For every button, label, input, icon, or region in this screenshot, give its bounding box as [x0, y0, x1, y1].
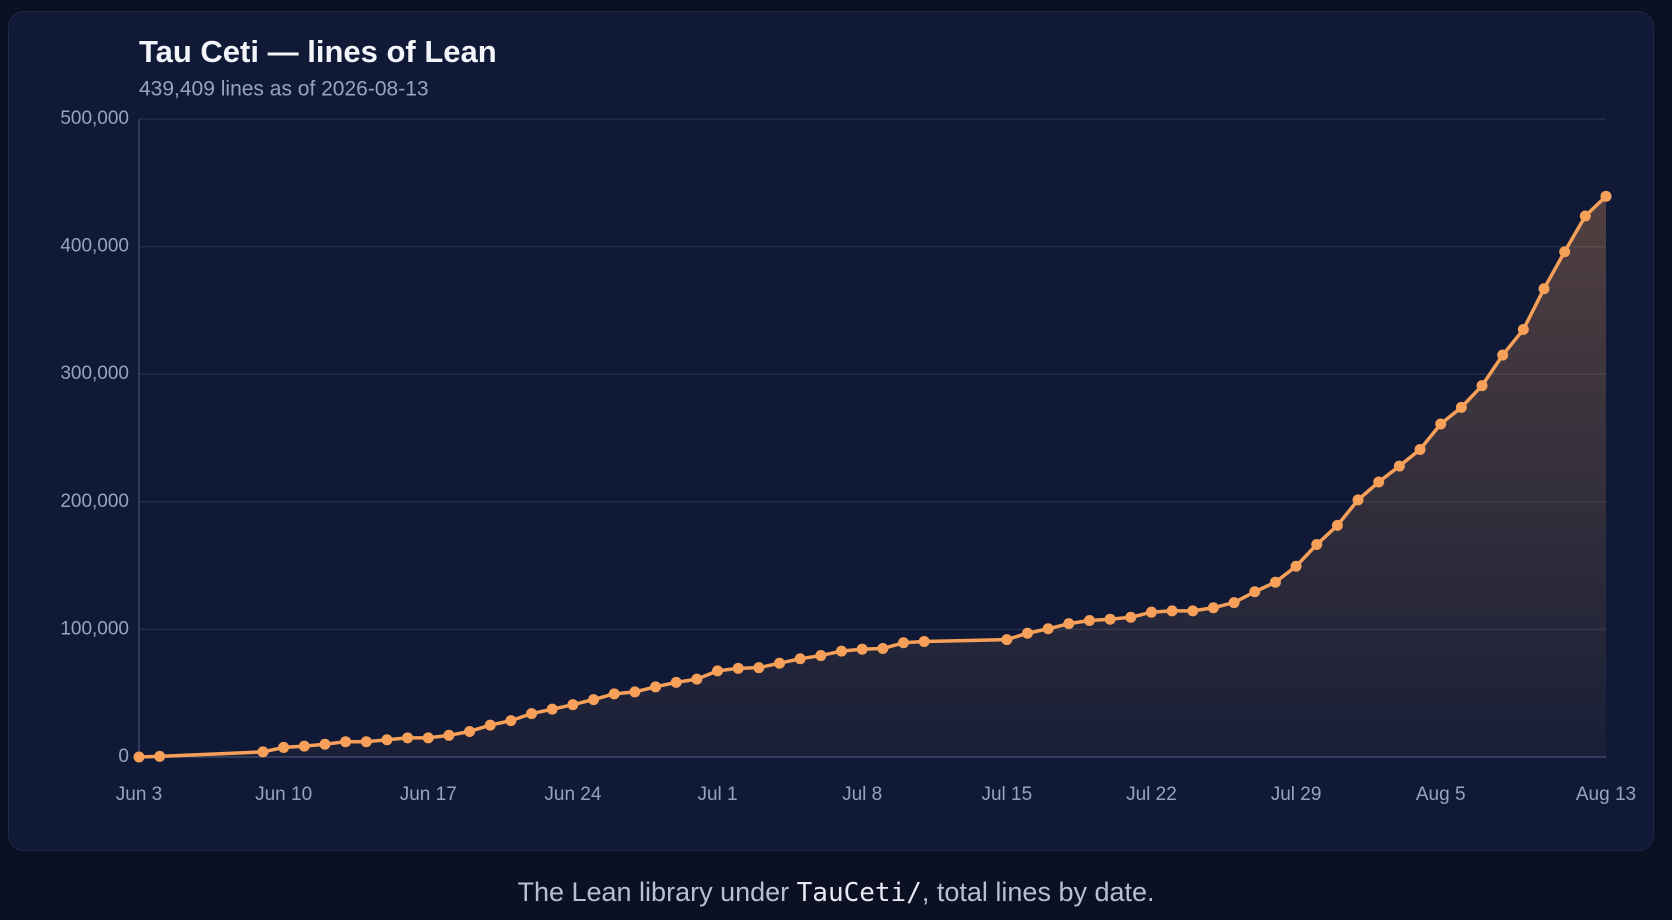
point	[670, 676, 682, 688]
point	[877, 643, 889, 655]
x-tick-label: Jul 1	[697, 784, 737, 805]
point	[154, 750, 166, 762]
point	[1455, 401, 1467, 413]
point	[133, 751, 145, 763]
y-tick-label: 0	[118, 746, 129, 767]
y-tick-label: 300,000	[60, 363, 129, 384]
point	[1207, 602, 1219, 614]
point	[629, 686, 641, 698]
point	[1187, 605, 1199, 617]
area	[139, 196, 1606, 758]
point	[340, 736, 352, 748]
caption-text: The Lean library under	[517, 877, 797, 907]
point	[918, 636, 930, 648]
point	[608, 688, 620, 700]
point	[815, 650, 827, 662]
point	[505, 715, 517, 727]
x-tick-label: Jul 22	[1126, 784, 1177, 805]
point	[1497, 349, 1509, 361]
point	[381, 734, 393, 746]
y-tick-label: 100,000	[60, 618, 129, 639]
point	[712, 665, 724, 677]
point	[443, 729, 455, 741]
point	[319, 738, 331, 750]
point	[1600, 190, 1612, 202]
point	[278, 741, 290, 753]
x-tick-label: Aug 13	[1576, 784, 1636, 805]
point	[732, 662, 744, 674]
point	[1559, 246, 1571, 258]
point	[1579, 210, 1591, 222]
point	[546, 703, 558, 715]
x-tick-label: Jun 10	[255, 784, 312, 805]
point	[1414, 443, 1426, 455]
point	[1228, 597, 1240, 609]
point	[774, 657, 786, 669]
point	[1063, 618, 1075, 630]
point	[753, 662, 765, 674]
chart-subtitle: 439,409 lines as of 2026-08-13	[139, 78, 429, 101]
point	[897, 637, 909, 649]
point	[650, 681, 662, 693]
caption: The Lean library under TauCeti/, total l…	[0, 877, 1672, 908]
point	[360, 736, 372, 748]
point	[1290, 560, 1302, 572]
x-tick-label: Jun 24	[544, 784, 601, 805]
point	[794, 653, 806, 665]
point	[1145, 606, 1157, 618]
point	[257, 746, 269, 758]
x-tick-label: Jul 8	[842, 784, 882, 805]
point	[588, 694, 600, 706]
y-tick-label: 200,000	[60, 491, 129, 512]
point	[1517, 324, 1529, 336]
point	[1021, 627, 1033, 639]
point	[856, 643, 868, 655]
x-tick-label: Jul 29	[1271, 784, 1322, 805]
point	[1393, 460, 1405, 472]
point	[526, 708, 538, 720]
point	[1249, 586, 1261, 598]
point	[484, 719, 496, 731]
point	[1125, 611, 1137, 623]
caption-code: TauCeti/	[796, 878, 922, 908]
y-tick-label: 500,000	[60, 108, 129, 129]
point	[1001, 634, 1013, 646]
point	[1476, 380, 1488, 392]
chart-title: Tau Ceti — lines of Lean	[139, 34, 497, 69]
caption-text: , total lines by date.	[921, 877, 1155, 907]
point	[1352, 494, 1364, 506]
point	[1042, 623, 1054, 635]
point	[464, 725, 476, 737]
chart: Tau Ceti — lines of Lean 439,409 lines a…	[60, 34, 1636, 805]
point	[1311, 539, 1323, 551]
point	[1104, 613, 1116, 625]
x-tick-label: Aug 5	[1416, 784, 1466, 805]
point	[1269, 576, 1281, 588]
point	[402, 732, 414, 744]
point	[1331, 519, 1343, 531]
point	[1435, 418, 1447, 430]
x-tick-label: Jun 17	[400, 784, 457, 805]
point	[567, 699, 579, 711]
point	[691, 673, 703, 685]
point	[422, 732, 434, 744]
point	[1166, 605, 1178, 617]
point	[298, 740, 310, 752]
x-tick-label: Jul 15	[981, 784, 1032, 805]
y-tick-label: 400,000	[60, 236, 129, 257]
point	[836, 645, 848, 657]
point	[1083, 614, 1095, 626]
point	[1538, 283, 1550, 295]
point	[1373, 476, 1385, 488]
x-tick-label: Jun 3	[116, 784, 162, 805]
